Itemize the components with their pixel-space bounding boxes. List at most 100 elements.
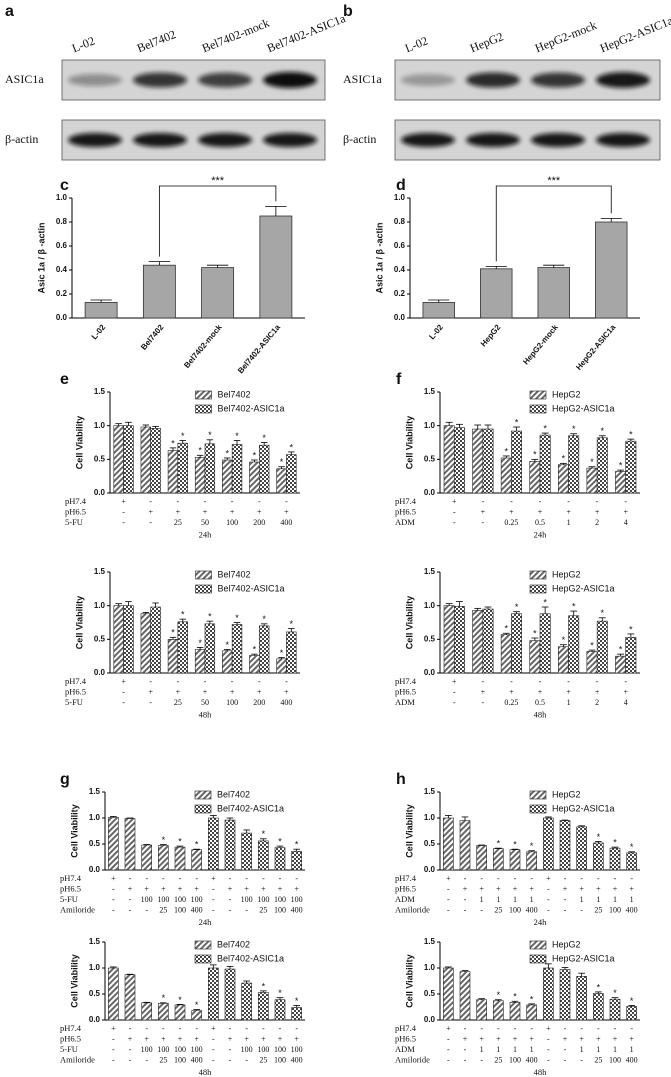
condition-label: Amiloride [60,1054,95,1064]
row-label: β-actin [5,132,38,146]
condition-cell: - [447,895,450,904]
significance-star: * [572,601,576,611]
condition-cell: - [262,1024,265,1033]
condition-cell: 2 [595,518,599,527]
condition-cell: - [145,874,148,883]
x-axis-label: 48h [199,709,213,719]
y-tick-label: 1.0 [56,193,68,202]
condition-cell: + [203,687,208,696]
significance-star: * [253,645,257,655]
condition-cell: 0.25 [504,518,518,527]
bar [459,971,471,1021]
condition-cell: - [547,895,550,904]
condition-cell: 100 [291,895,303,904]
significance-star: * [198,446,202,456]
condition-cell: 200 [253,698,265,707]
condition-cell: - [453,518,456,527]
condition-cell: 1 [613,895,617,904]
legend-label: Bel7402 [218,569,251,579]
condition-cell: + [579,884,584,893]
y-tick-label: 1.5 [424,387,436,396]
condition-cell: 400 [291,905,303,914]
significance-star: * [513,992,517,1002]
condition-cell: - [453,507,456,516]
y-axis-label: Cell Viability [69,804,79,857]
significance-bracket [158,185,277,257]
condition-cell: 100 [257,1045,269,1054]
condition-cell: - [149,677,152,686]
lane-label: L-02 [403,34,430,56]
x-axis-label: 24h [534,917,548,927]
blot-band [68,133,122,147]
condition-cell: + [194,1034,199,1043]
bar [511,430,523,494]
bar [224,968,236,1021]
significance-star: * [601,426,605,436]
condition-cell: + [629,884,634,893]
condition-cell: - [530,1024,533,1033]
significance-star: * [278,836,282,846]
condition-cell: + [538,507,543,516]
y-tick-label: 1.5 [94,387,106,396]
condition-cell: + [595,507,600,516]
condition-cell: - [510,497,513,506]
x-axis-label: 24h [199,529,213,539]
significance-star: * [515,417,519,427]
condition-cell: 400 [526,1055,538,1064]
bar [586,467,598,494]
condition-cell: - [245,874,248,883]
blot-band [466,133,520,147]
condition-label: pH6.5 [395,506,416,516]
y-axis-label: Cell Viability [404,596,414,649]
y-tick-label: 0.0 [424,865,436,874]
significance-star: * [597,982,601,992]
condition-cell: - [547,884,550,893]
row-label: ASIC1a [343,72,382,86]
x-tick-label: L-02 [90,322,108,341]
significance-star: * [497,990,501,1000]
condition-cell: - [231,497,234,506]
bar [576,976,587,1021]
condition-cell: 100 [174,1055,186,1064]
y-tick-label: 1.5 [424,567,436,576]
bar [204,623,216,674]
bar [539,434,551,494]
condition-cell: - [195,1024,198,1033]
condition-label: pH7.4 [395,1023,417,1033]
condition-cell: 100 [191,1045,203,1054]
condition-cell: 1 [567,518,571,527]
legend-swatch [529,404,547,414]
significance-star: * [619,645,623,655]
condition-cell: + [121,677,126,686]
condition-cell: + [148,687,153,696]
legend-label: Bel7402 [217,789,250,799]
significance-star: * [181,431,185,441]
condition-cell: - [129,1055,132,1064]
blot-band [133,72,187,88]
condition-cell: + [596,884,601,893]
significance-star: * [278,988,282,998]
condition-cell: + [261,1034,266,1043]
significance-bracket [495,185,612,262]
bar [258,840,269,871]
condition-cell: 100 [174,895,186,904]
bar [609,998,621,1021]
condition-cell: + [261,884,266,893]
condition-cell: - [564,1055,567,1064]
y-axis-label: Cell Viability [404,804,414,857]
condition-label: pH7.4 [395,676,417,686]
bar [174,846,186,871]
condition-cell: - [122,507,125,516]
x-axis-label: 48h [534,1067,548,1077]
y-tick-label: 0.6 [56,241,68,250]
blot-band [401,74,455,86]
significance-star: * [601,608,605,618]
blot-band [531,72,585,88]
bar [124,818,136,871]
bar [453,427,465,494]
condition-cell: - [464,1045,467,1054]
bar [493,848,504,871]
bar [593,842,604,871]
condition-label: pH7.4 [65,496,87,506]
y-tick-label: 0.0 [89,1015,101,1024]
